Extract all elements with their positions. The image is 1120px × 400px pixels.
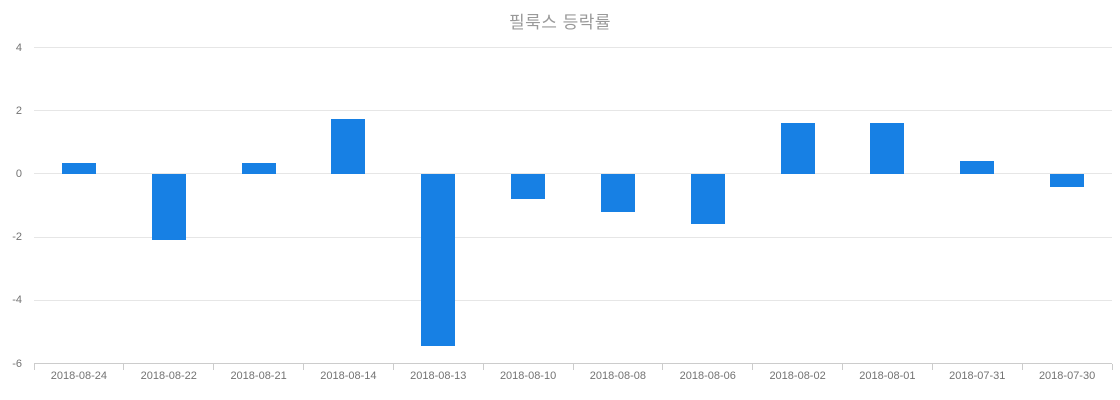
x-axis-tick	[482, 363, 484, 370]
y-gridline	[34, 173, 1112, 175]
x-axis-label: 2018-08-24	[50, 369, 108, 382]
x-axis-label: 2018-08-02	[769, 369, 826, 382]
x-axis-label: 2018-08-10	[499, 369, 557, 382]
bar[interactable]	[511, 173, 546, 200]
y-axis-label: 4	[15, 41, 22, 54]
y-gridline	[34, 236, 1112, 238]
y-axis-label: 0	[15, 167, 22, 180]
x-axis-tick	[1111, 363, 1113, 370]
chart-title: 필룩스 등락률	[508, 13, 612, 32]
x-axis-tick	[123, 363, 125, 370]
x-axis-label: 2018-07-30	[1038, 369, 1096, 382]
bar[interactable]	[151, 173, 186, 241]
y-gridline	[34, 299, 1112, 301]
bar[interactable]	[780, 123, 815, 174]
bar[interactable]	[421, 173, 456, 347]
x-axis-label: 2018-08-13	[410, 369, 467, 382]
y-axis-label: 2	[15, 104, 22, 117]
x-axis-label: 2018-07-31	[949, 369, 1006, 382]
x-axis-tick	[33, 363, 35, 370]
y-axis-label: -6	[12, 357, 22, 370]
x-axis-tick	[662, 363, 664, 370]
x-axis-tick	[572, 363, 574, 370]
x-axis-tick	[1021, 363, 1023, 370]
bar[interactable]	[690, 173, 725, 225]
x-axis-label: 2018-08-22	[140, 369, 197, 382]
bar[interactable]	[61, 162, 96, 174]
bar[interactable]	[600, 173, 635, 212]
x-axis-label: 2018-08-01	[859, 369, 916, 382]
x-axis-label: 2018-08-21	[230, 369, 287, 382]
y-axis-label: -4	[12, 294, 22, 307]
x-axis-tick	[213, 363, 215, 370]
y-gridline	[34, 110, 1112, 112]
x-axis-tick	[752, 363, 754, 370]
y-gridline	[34, 47, 1112, 48]
x-axis-label: 2018-08-14	[320, 369, 377, 382]
x-axis-tick	[303, 363, 304, 370]
bar[interactable]	[1050, 173, 1085, 187]
x-axis-tick	[931, 363, 933, 370]
x-axis-tick	[392, 363, 394, 370]
bar[interactable]	[331, 118, 366, 174]
bar[interactable]	[241, 162, 276, 174]
bar[interactable]	[870, 123, 905, 174]
x-axis-label: 2018-08-06	[679, 369, 736, 382]
x-axis-tick	[842, 363, 843, 370]
y-axis-label: -2	[12, 231, 22, 244]
bar[interactable]	[960, 161, 995, 174]
x-axis-label: 2018-08-08	[589, 369, 647, 382]
